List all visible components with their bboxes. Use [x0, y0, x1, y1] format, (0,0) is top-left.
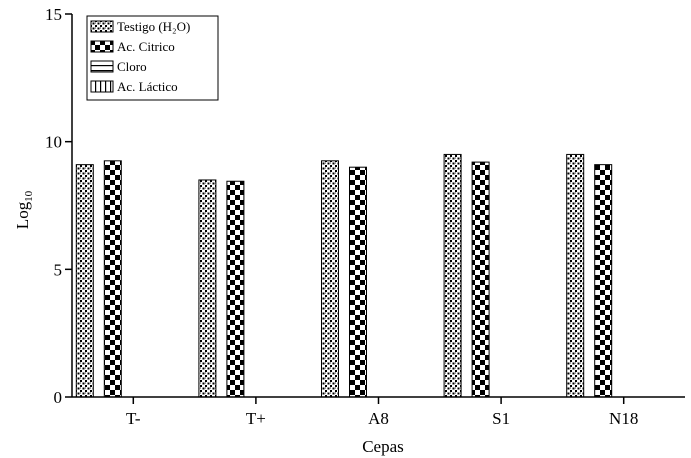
y-tick-label: 15 [45, 5, 62, 24]
x-tick-label: A8 [368, 409, 389, 428]
x-tick-label: S1 [492, 409, 510, 428]
legend-swatch [90, 80, 114, 93]
bar [566, 153, 585, 398]
x-tick-label: T+ [246, 409, 266, 428]
bar [349, 166, 367, 398]
x-axis-label: Cepas [362, 437, 404, 456]
legend-swatch [90, 40, 114, 53]
y-axis-ticks: 0 5 10 15 [45, 5, 72, 407]
bar [321, 160, 339, 398]
legend: Testigo (H₂O) Ac. Citrico Cloro Ac. Láctico [86, 15, 219, 101]
bar [103, 160, 122, 398]
legend-label: Cloro [117, 59, 147, 74]
bar [471, 161, 490, 398]
legend-swatch [90, 20, 114, 33]
legend-swatch [90, 60, 114, 73]
y-tick-label: 5 [54, 260, 63, 279]
bar [198, 179, 217, 398]
bar [443, 153, 462, 398]
x-tick-label: N18 [609, 409, 638, 428]
plot-area [75, 153, 613, 398]
legend-label: Ac. Láctico [117, 79, 178, 94]
bar [226, 180, 245, 398]
y-axis-label: Log10 [13, 190, 35, 229]
legend-label: Ac. Citrico [117, 39, 175, 54]
legend-label: Testigo (H₂O) [117, 19, 190, 34]
x-axis-ticks: T- T+ A8 S1 N18 [126, 397, 638, 428]
bar [594, 164, 613, 398]
bar [75, 164, 94, 398]
y-tick-label: 10 [45, 133, 62, 152]
x-tick-label: T- [126, 409, 141, 428]
y-tick-label: 0 [54, 388, 63, 407]
